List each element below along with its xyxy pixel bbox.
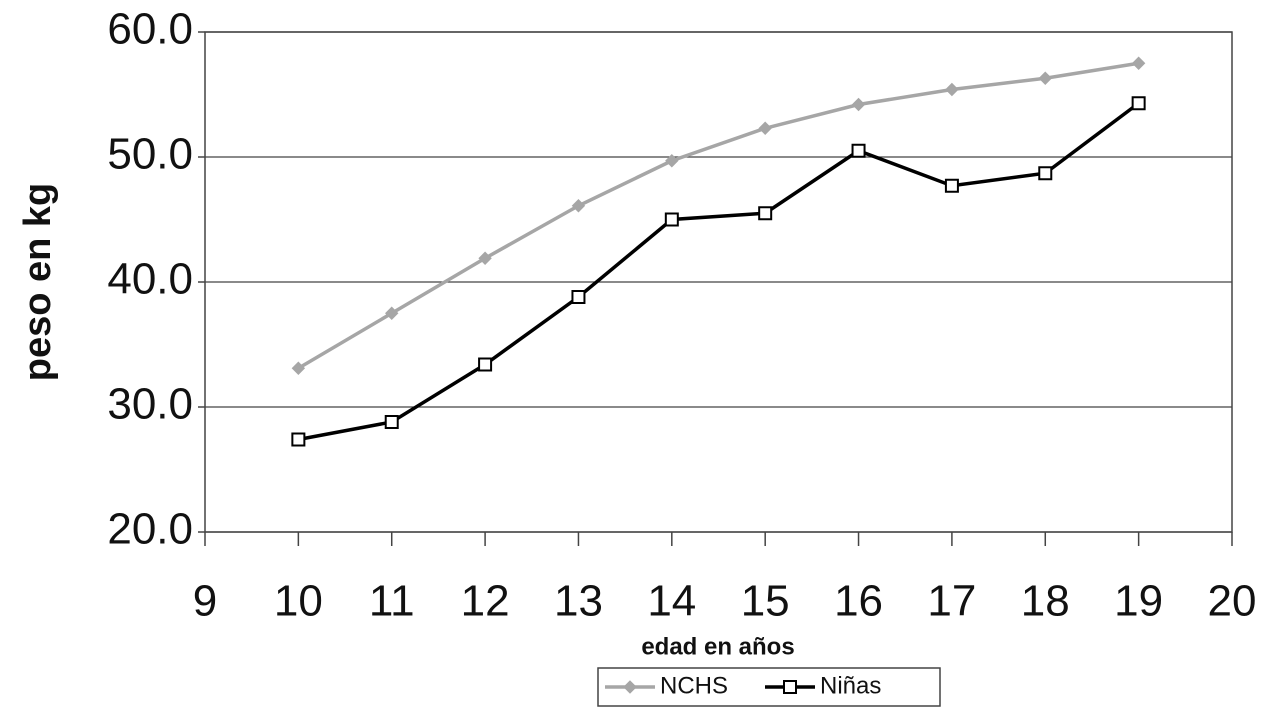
x-tick-label: 15 xyxy=(741,577,790,626)
data-point xyxy=(478,251,492,265)
x-tick-label: 20 xyxy=(1208,577,1257,626)
y-tick-label: 30.0 xyxy=(107,380,193,429)
series-line xyxy=(298,101,1140,442)
data-point xyxy=(1038,71,1052,85)
data-point xyxy=(571,290,586,304)
y-tick-label: 40.0 xyxy=(107,255,193,304)
legend-label: Niñas xyxy=(820,672,881,699)
data-point xyxy=(758,206,773,221)
x-tick-label: 17 xyxy=(927,577,976,626)
data-point xyxy=(1131,96,1146,111)
legend-marker xyxy=(623,680,637,694)
data-point xyxy=(758,121,772,135)
data-point xyxy=(851,97,866,112)
x-tick-label: 11 xyxy=(369,577,415,626)
y-tick-label: 60.0 xyxy=(107,5,193,54)
x-tick-label: 14 xyxy=(647,577,696,626)
y-tick-label: 50.0 xyxy=(107,130,193,179)
x-tick-label: 9 xyxy=(193,577,217,626)
data-point xyxy=(851,143,866,158)
x-axis-title: edad en años xyxy=(641,633,794,660)
data-point xyxy=(665,154,679,168)
data-point xyxy=(1131,56,1146,70)
data-point xyxy=(385,306,399,320)
series-line xyxy=(297,61,1139,370)
x-tick-label: 19 xyxy=(1114,577,1163,626)
y-axis-title: peso en kg xyxy=(17,183,59,382)
x-tick-label: 16 xyxy=(834,577,883,626)
legend-label: NCHS xyxy=(660,672,728,699)
data-point xyxy=(945,82,959,97)
data-point xyxy=(944,178,959,193)
x-tick-label: 13 xyxy=(554,577,603,626)
data-point xyxy=(1038,166,1053,181)
data-point xyxy=(291,361,306,375)
data-point xyxy=(384,415,399,429)
legend-marker xyxy=(783,680,797,694)
x-tick-label: 12 xyxy=(461,577,510,626)
data-point xyxy=(571,199,586,213)
data-point xyxy=(478,357,493,372)
data-point xyxy=(664,212,679,227)
x-tick-label: 10 xyxy=(274,577,323,626)
y-tick-label: 20.0 xyxy=(107,505,193,554)
x-tick-label: 18 xyxy=(1021,577,1070,626)
data-point xyxy=(291,432,306,447)
